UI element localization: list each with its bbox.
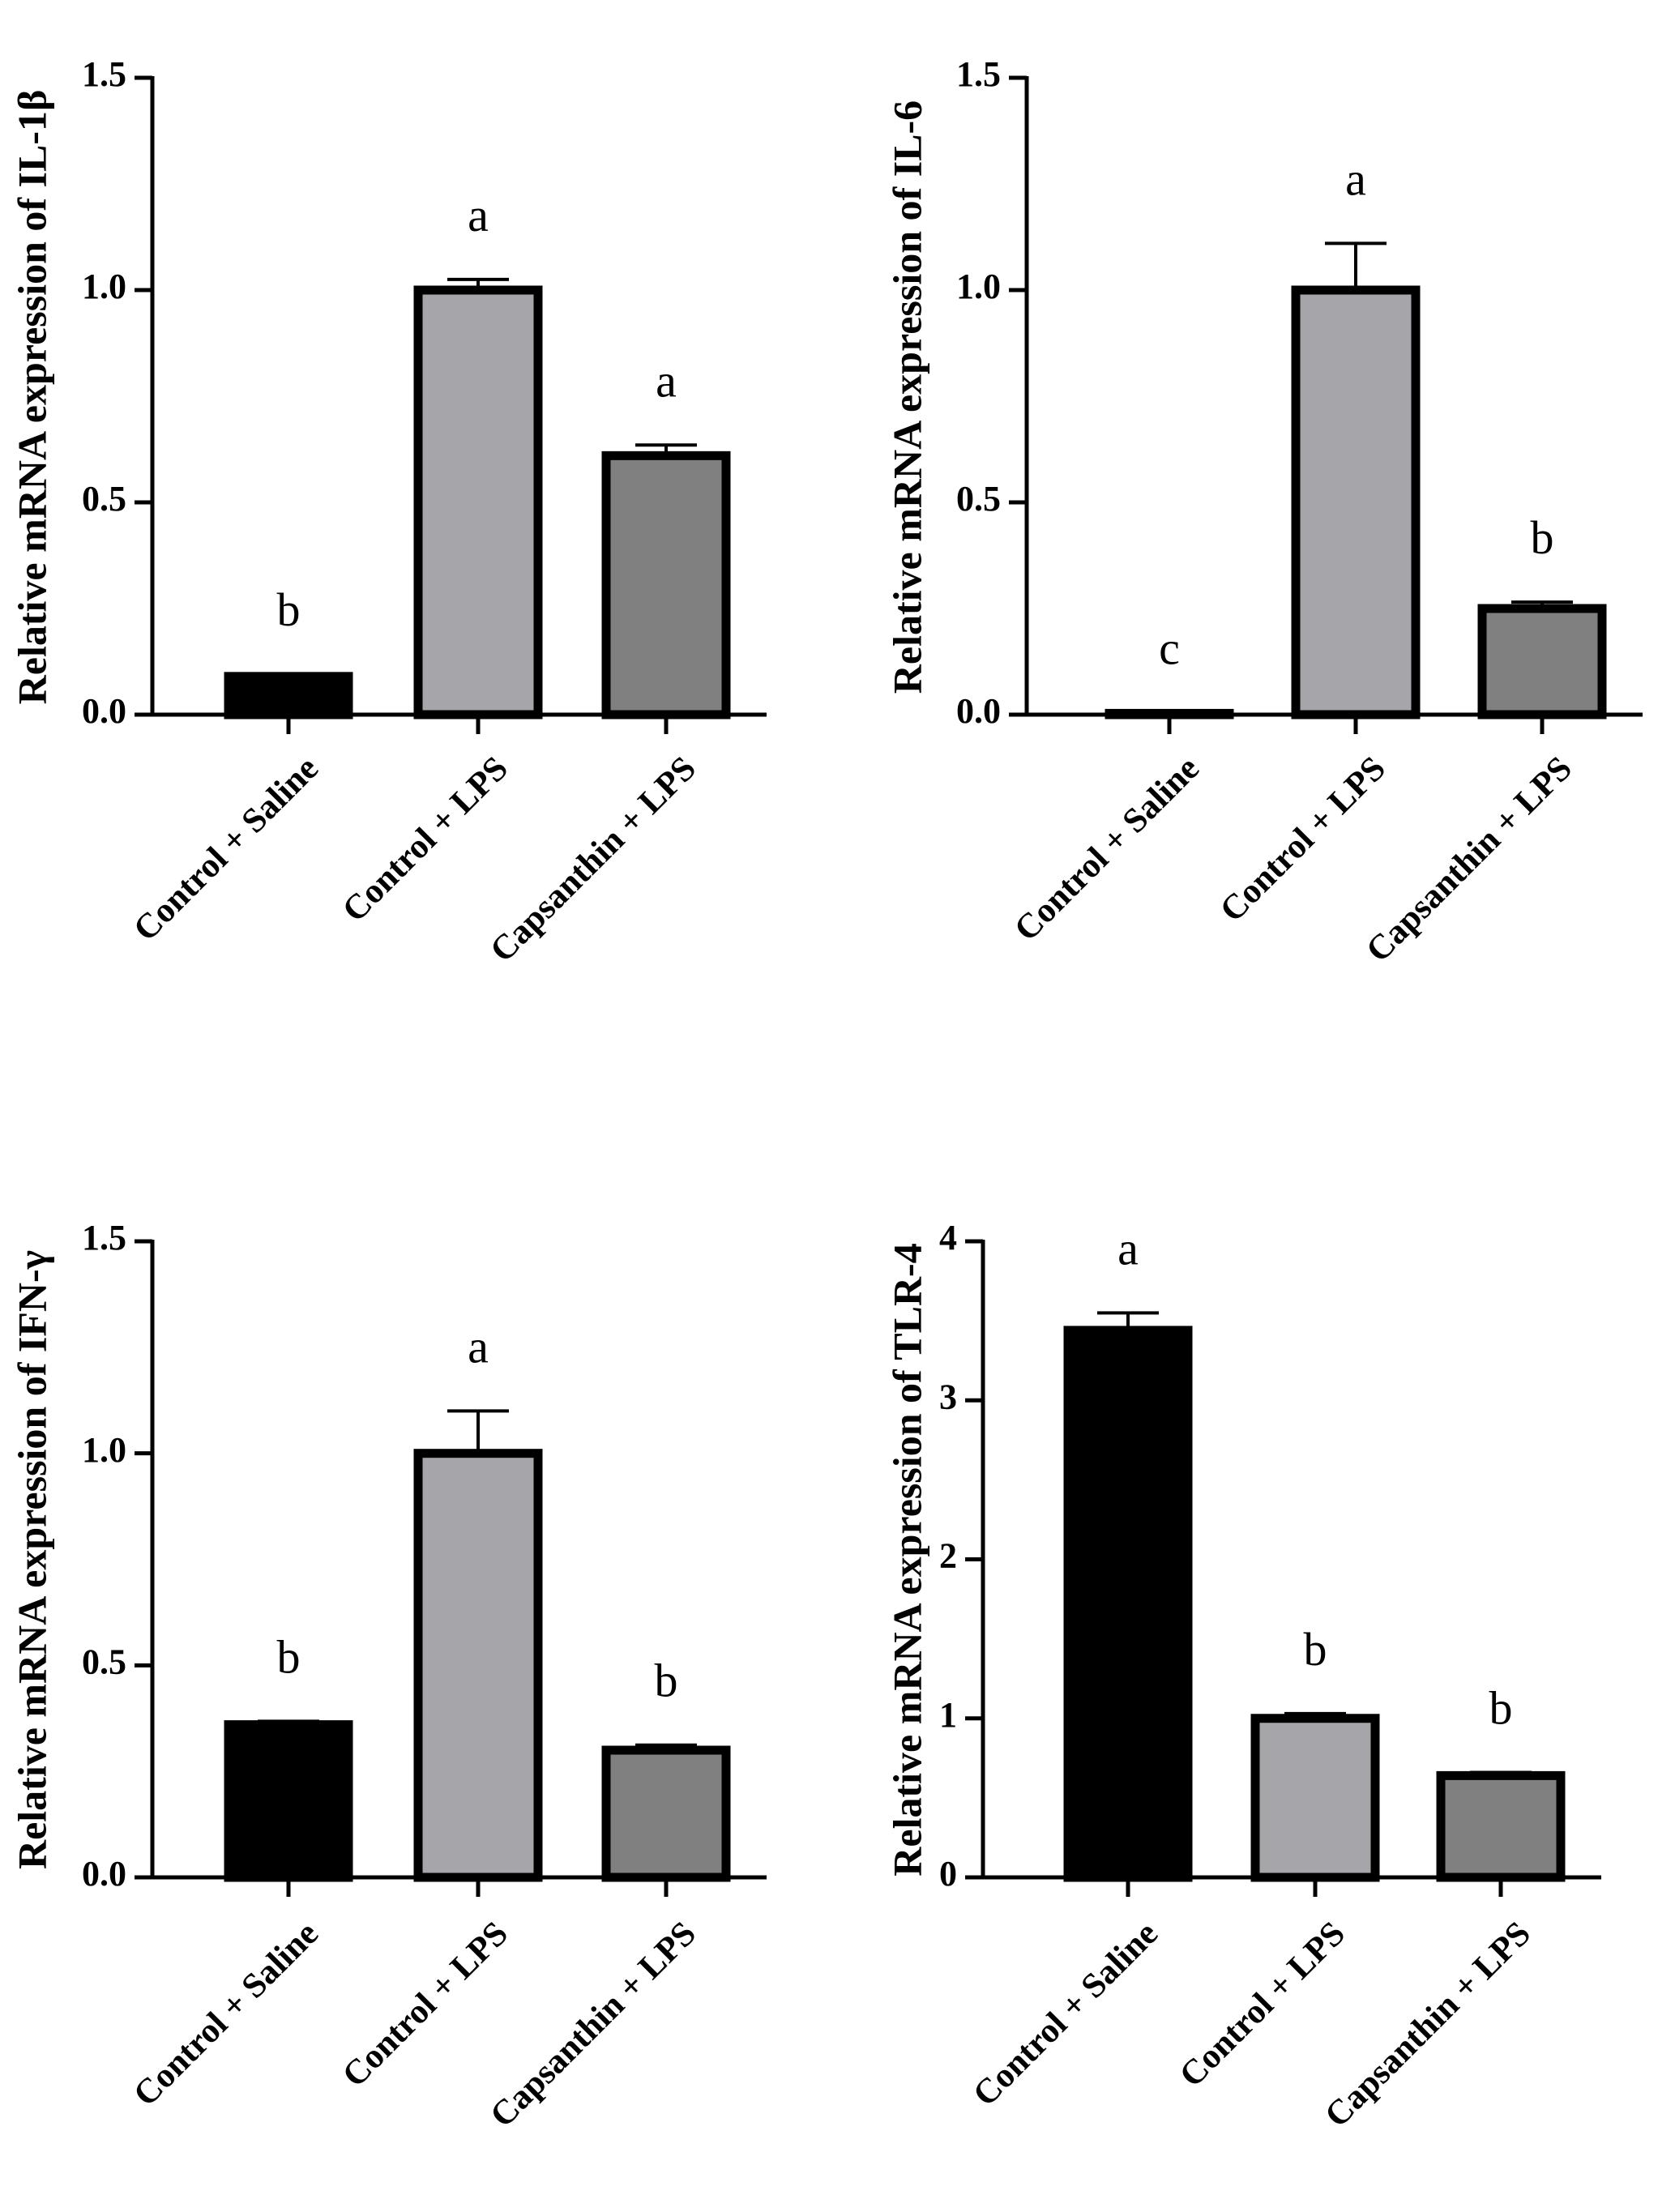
x-category-label: Control + Saline: [126, 1915, 326, 2114]
y-axis-label: Relative mRNA expression of IFN-γ: [9, 1250, 54, 1869]
y-tick-label: 1: [939, 1695, 957, 1735]
panel-il1b: Relative mRNA expression of IL-1β 0.0 0.5 1…: [9, 54, 767, 970]
significance-label: b: [1489, 1681, 1513, 1734]
significance-label: b: [277, 1630, 301, 1683]
x-category-label: Control + LPS: [335, 749, 515, 929]
panel-il6: Relative mRNA expression of IL-6 0.0 0.5 1.…: [884, 54, 1643, 970]
y-tick-label: 1.5: [956, 54, 1001, 94]
significance-label: b: [277, 583, 301, 636]
significance-label: a: [1117, 1222, 1139, 1275]
significance-label: b: [655, 1655, 678, 1707]
bar: [1291, 285, 1421, 720]
x-category-label: Control + Saline: [966, 1915, 1165, 2114]
x-category-label: Control + LPS: [1173, 1915, 1352, 2095]
y-tick-label: 3: [939, 1377, 957, 1416]
y-tick-label: 4: [939, 1218, 957, 1258]
significance-label: a: [468, 189, 489, 241]
significance-label: a: [1345, 152, 1366, 205]
y-tick-label: 0.0: [82, 1854, 126, 1894]
x-category-label: Capsanthin + LPS: [483, 749, 703, 970]
significance-label: a: [656, 354, 677, 407]
y-axis-label: Relative mRNA expression of TLR-4: [884, 1243, 929, 1876]
bar: [413, 285, 543, 720]
bar: [1436, 1770, 1566, 1882]
y-tick-label: 1.5: [82, 1218, 126, 1258]
y-axis-label: Relative mRNA expression of IL-6: [884, 100, 929, 694]
bar: [224, 672, 353, 720]
x-category-label: Control + Saline: [126, 749, 326, 949]
y-tick-label: 1.0: [956, 267, 1001, 306]
x-category-label: Capsanthin + LPS: [1318, 1915, 1538, 2135]
y-tick-label: 0.5: [956, 479, 1001, 519]
significance-label: b: [1531, 511, 1554, 564]
y-tick-label: 0: [939, 1854, 957, 1894]
bar: [224, 1720, 353, 1882]
x-category-label: Control + LPS: [1213, 749, 1393, 929]
y-tick-label: 0.0: [956, 691, 1001, 731]
significance-label: b: [1304, 1623, 1327, 1676]
bar: [1250, 1714, 1380, 1882]
bar: [1477, 604, 1607, 720]
y-tick-label: 1.0: [82, 267, 126, 306]
bar: [1063, 1326, 1193, 1882]
bar: [601, 451, 731, 720]
x-category-label: Control + Saline: [1007, 749, 1207, 949]
significance-label: a: [468, 1320, 489, 1373]
y-tick-label: 0.0: [82, 691, 126, 731]
bar: [413, 1449, 543, 1882]
y-tick-label: 2: [939, 1536, 957, 1576]
x-category-label: Control + LPS: [335, 1915, 515, 2095]
y-tick-label: 1.0: [82, 1430, 126, 1470]
y-tick-label: 0.5: [82, 1642, 126, 1681]
y-tick-label: 0.5: [82, 479, 126, 519]
significance-label: c: [1159, 621, 1180, 674]
panel-tlr4: Relative mRNA expression of TLR-4 0 1 2 3 4 a C…: [884, 1218, 1601, 2135]
x-category-label: Capsanthin + LPS: [483, 1915, 703, 2135]
y-tick-label: 1.5: [82, 54, 126, 94]
x-category-label: Capsanthin + LPS: [1359, 749, 1579, 970]
y-axis-label: Relative mRNA expression of IL-1β: [9, 90, 54, 705]
bar: [601, 1745, 731, 1882]
panel-ifng: Relative mRNA expression of IFN-γ 0.0 0.5 1…: [9, 1218, 767, 2135]
